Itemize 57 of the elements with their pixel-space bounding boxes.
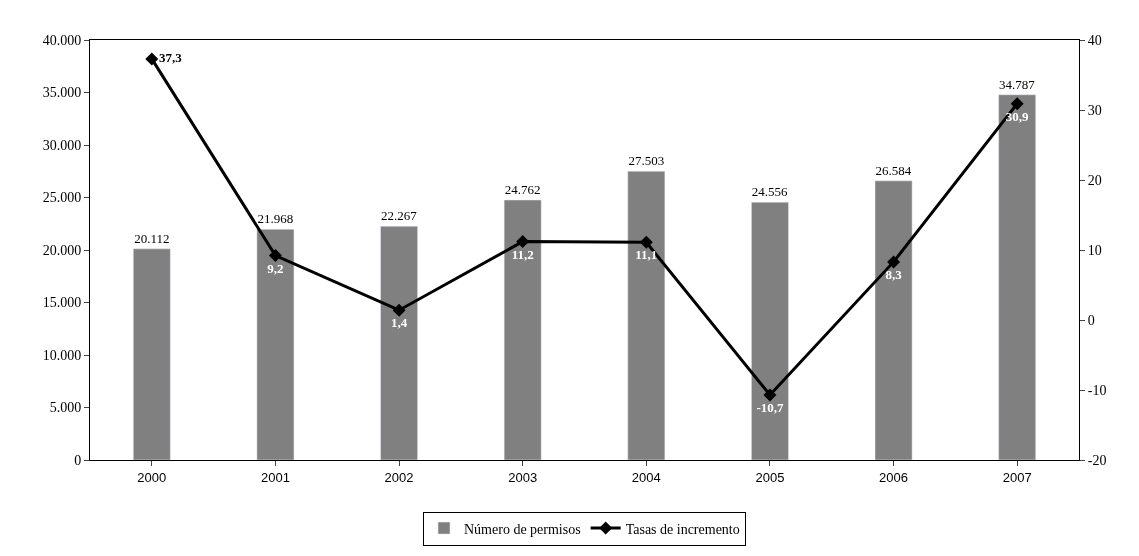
- bar: [256, 229, 295, 460]
- data-label: 11,1: [635, 247, 658, 263]
- y-tick-label: 25.000: [42, 190, 82, 206]
- y2-tick-label: 20: [1087, 172, 1102, 188]
- y2-tick-label: 10: [1087, 242, 1102, 258]
- bar: [380, 225, 418, 460]
- point: [268, 249, 282, 263]
- point: [887, 255, 901, 269]
- x-tick-label: 2004: [631, 469, 661, 485]
- y-tick-label: 35.000: [42, 85, 82, 101]
- bar: [874, 180, 913, 460]
- y-tick-label: 30.000: [42, 137, 82, 153]
- y-tick-label: 10.000: [42, 347, 82, 363]
- point: [1010, 97, 1024, 111]
- x-tick-label: 2006: [879, 469, 909, 485]
- data-label: 37,3: [159, 50, 183, 66]
- point: [145, 52, 159, 66]
- point: [516, 235, 530, 249]
- y-tick-label: 20.000: [42, 242, 82, 258]
- bar: [133, 248, 171, 460]
- legend-label: Tasas de incremento: [625, 521, 740, 537]
- point: [639, 235, 653, 249]
- x-tick-label: 2001: [260, 469, 290, 485]
- point: [392, 303, 406, 317]
- legend-label: Número de permisos: [464, 521, 581, 537]
- y2-tick-label: 0: [1087, 312, 1095, 328]
- data-label: 20.112: [134, 230, 170, 246]
- x-tick-label: 2005: [755, 469, 785, 485]
- y2-tick-label: -20: [1087, 452, 1107, 468]
- data-label: 24.762: [504, 182, 541, 197]
- data-label: 1,4: [390, 315, 408, 331]
- data-label: 22.267: [380, 208, 418, 224]
- bar: [998, 94, 1036, 460]
- y-tick-label: 15.000: [42, 295, 82, 311]
- y2-tick-label: 30: [1087, 102, 1102, 118]
- y2-tick-label: 40: [1087, 32, 1102, 48]
- data-label: 8,3: [885, 266, 903, 282]
- y-tick-label: 5.000: [49, 400, 82, 416]
- x-tick-label: 2003: [508, 469, 538, 485]
- point: [763, 388, 777, 402]
- data-label: 11,2: [511, 246, 534, 262]
- x-tick-label: 2000: [137, 469, 167, 485]
- x-tick-label: 2007: [1002, 469, 1032, 485]
- bar: [627, 170, 666, 460]
- data-label: 9,2: [267, 260, 284, 276]
- data-label: 26.584: [875, 162, 912, 178]
- bar: [751, 201, 789, 460]
- x-tick-label: 2002: [384, 469, 414, 485]
- data-label: 24.556: [751, 184, 789, 200]
- y-tick-label: 0: [74, 452, 82, 468]
- y2-tick-label: -10: [1087, 382, 1107, 398]
- data-label: 34.787: [999, 76, 1036, 92]
- data-label: -10,7: [756, 399, 784, 415]
- data-label: 21.968: [257, 211, 294, 227]
- y-tick-label: 40.000: [42, 32, 82, 48]
- bar: [503, 199, 542, 460]
- data-label: 27.503: [628, 153, 665, 169]
